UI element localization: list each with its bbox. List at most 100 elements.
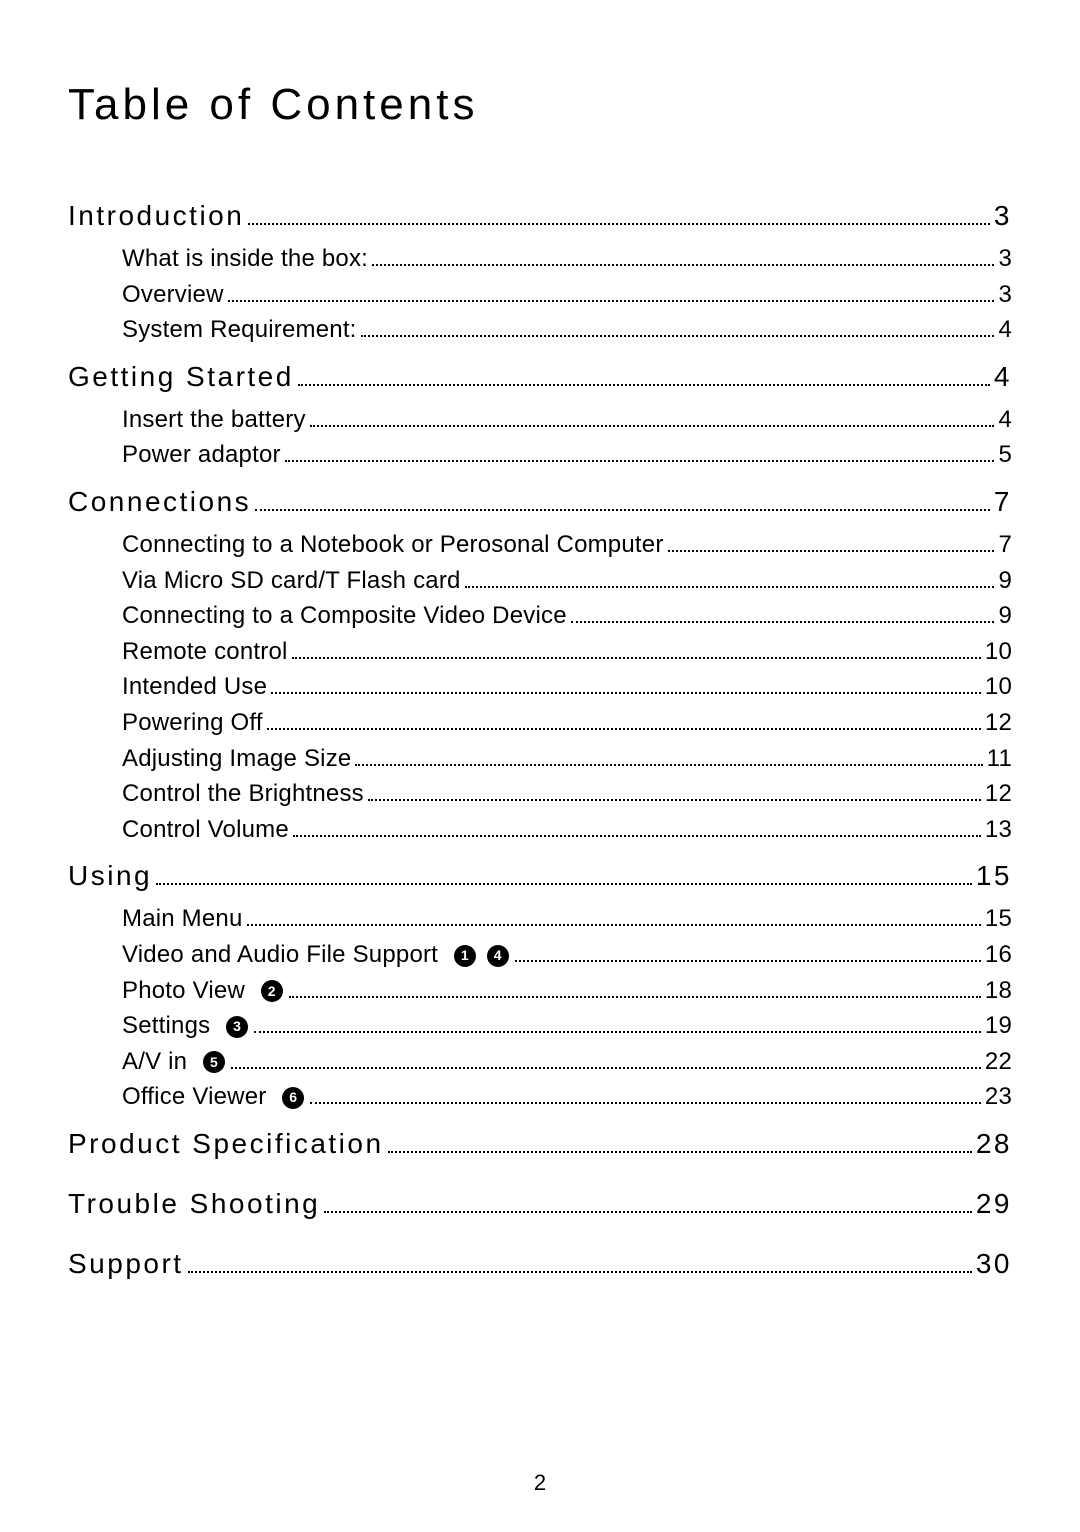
leader-dots: [372, 247, 994, 266]
number-badge-icon: 6: [282, 1087, 304, 1109]
leader-dots: [293, 818, 981, 837]
leader-dots: [254, 1014, 981, 1033]
toc-item-label: Connecting to a Composite Video Device: [122, 599, 567, 633]
toc-item-label: Via Micro SD card/T Flash card: [122, 564, 461, 598]
leader-dots: [285, 443, 995, 462]
leader-dots: [298, 363, 990, 385]
toc-item-label: Insert the battery: [122, 403, 306, 437]
leader-dots: [388, 1130, 972, 1152]
leader-dots: [668, 533, 995, 552]
toc-item-label: Power adaptor: [122, 438, 281, 472]
toc-item-label-wrap: Office Viewer 6: [122, 1080, 306, 1114]
leader-dots: [310, 408, 995, 427]
leader-dots: [515, 943, 981, 962]
toc-item: Settings 3 19: [122, 1009, 1012, 1043]
toc-section-page: 15: [976, 860, 1012, 892]
page-title: Table of Contents: [68, 80, 1012, 130]
toc-item-page: 13: [985, 813, 1012, 847]
toc-item: Adjusting Image Size 11: [122, 742, 1012, 776]
leader-dots: [310, 1085, 981, 1104]
toc-item: A/V in 5 22: [122, 1045, 1012, 1079]
toc-section-page: 7: [994, 486, 1012, 518]
toc-item-label: Remote control: [122, 635, 288, 669]
toc-item-page: 4: [998, 403, 1012, 437]
toc-item-page: 12: [985, 706, 1012, 740]
toc-item-label: Control the Brightness: [122, 777, 364, 811]
toc-section: Getting Started 4: [68, 361, 1012, 393]
leader-dots: [248, 203, 990, 225]
toc-item-page: 9: [998, 599, 1012, 633]
leader-dots: [361, 318, 995, 337]
toc-item: Insert the battery 4: [122, 403, 1012, 437]
toc-section-label: Using: [68, 860, 152, 892]
leader-dots: [228, 282, 995, 301]
leader-dots: [368, 782, 981, 801]
toc-item-page: 12: [985, 777, 1012, 811]
toc-item-label: System Requirement:: [122, 313, 357, 347]
toc-item-page: 5: [998, 438, 1012, 472]
toc-item-label-wrap: Photo View 2: [122, 974, 285, 1008]
toc-subgroup: Connecting to a Notebook or Perosonal Co…: [122, 528, 1012, 846]
toc-item-page: 22: [985, 1045, 1012, 1079]
toc-item: Control the Brightness 12: [122, 777, 1012, 811]
toc-item-page: 16: [985, 938, 1012, 972]
toc-item-page: 11: [987, 742, 1012, 776]
toc-item-label: Photo View: [122, 977, 245, 1004]
toc-item: Video and Audio File Support 1 4 16: [122, 938, 1012, 972]
toc-item-label: What is inside the box:: [122, 242, 368, 276]
toc-item-page: 10: [985, 670, 1012, 704]
toc-item-label: Powering Off: [122, 706, 263, 740]
number-badge-icon: 3: [226, 1016, 248, 1038]
toc-item-page: 19: [985, 1009, 1012, 1043]
toc-section-page: 29: [976, 1188, 1012, 1220]
toc-section-page: 3: [994, 200, 1012, 232]
toc-item-label: Intended Use: [122, 670, 267, 704]
leader-dots: [255, 489, 990, 511]
toc-section-label: Product Specification: [68, 1128, 384, 1160]
toc-section: Product Specification 28: [68, 1128, 1012, 1160]
leader-dots: [231, 1050, 981, 1069]
number-badge-icon: 4: [487, 945, 509, 967]
toc-section-label: Support: [68, 1248, 184, 1280]
number-badge-icon: 1: [454, 945, 476, 967]
toc-item-label: Overview: [122, 278, 224, 312]
toc-item-label: Settings: [122, 1012, 210, 1039]
toc-item-label-wrap: Video and Audio File Support 1 4: [122, 938, 511, 972]
leader-dots: [289, 978, 981, 997]
toc-item-label-wrap: Settings 3: [122, 1009, 250, 1043]
toc-item: What is inside the box: 3: [122, 242, 1012, 276]
toc-item: Via Micro SD card/T Flash card 9: [122, 564, 1012, 598]
toc-section: Using 15: [68, 860, 1012, 892]
toc-item-page: 23: [985, 1080, 1012, 1114]
toc-section-label: Getting Started: [68, 361, 294, 393]
toc-item-page: 7: [998, 528, 1012, 562]
leader-dots: [188, 1250, 972, 1272]
toc-item-page: 3: [998, 242, 1012, 276]
toc-item: Overview 3: [122, 278, 1012, 312]
toc-section-label: Introduction: [68, 200, 244, 232]
toc-item-page: 18: [985, 974, 1012, 1008]
leader-dots: [271, 675, 981, 694]
toc-item: Intended Use 10: [122, 670, 1012, 704]
toc-item-label: Connecting to a Notebook or Perosonal Co…: [122, 528, 664, 562]
toc-section-label: Connections: [68, 486, 251, 518]
toc-section: Trouble Shooting 29: [68, 1188, 1012, 1220]
leader-dots: [292, 640, 981, 659]
toc-item-page: 10: [985, 635, 1012, 669]
toc-item: Connecting to a Notebook or Perosonal Co…: [122, 528, 1012, 562]
toc-item: Photo View 2 18: [122, 974, 1012, 1008]
toc-item: Main Menu 15: [122, 902, 1012, 936]
toc-item-label: Control Volume: [122, 813, 289, 847]
toc-section-page: 28: [976, 1128, 1012, 1160]
toc-item: Office Viewer 6 23: [122, 1080, 1012, 1114]
number-badge-icon: 2: [261, 980, 283, 1002]
toc-item-page: 15: [985, 902, 1012, 936]
toc-item-label: Office Viewer: [122, 1083, 266, 1110]
toc-item: Connecting to a Composite Video Device 9: [122, 599, 1012, 633]
toc-item-label: A/V in: [122, 1048, 187, 1075]
toc-subgroup: What is inside the box: 3 Overview 3 Sys…: [122, 242, 1012, 347]
leader-dots: [571, 604, 995, 623]
toc-item: Control Volume 13: [122, 813, 1012, 847]
toc-section: Support 30: [68, 1248, 1012, 1280]
toc-item-page: 9: [998, 564, 1012, 598]
